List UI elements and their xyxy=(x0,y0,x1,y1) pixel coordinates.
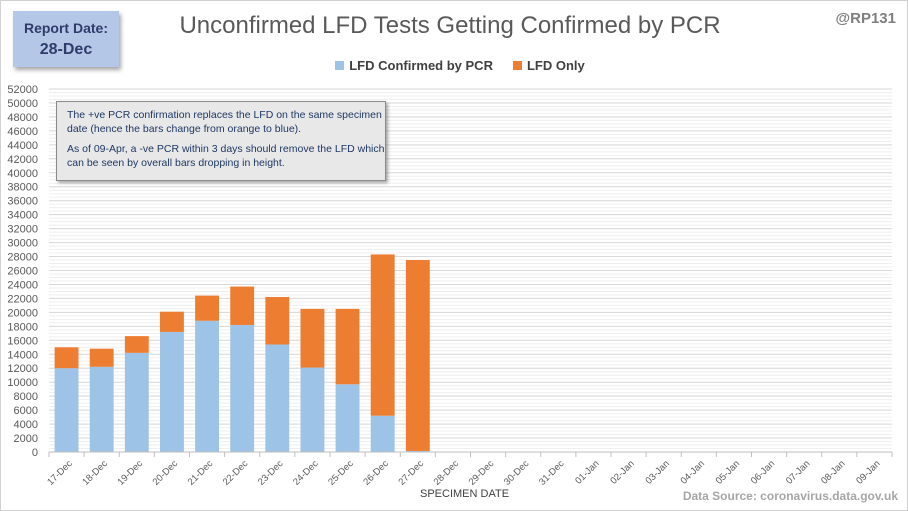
bar-segment-lfd-only xyxy=(54,347,79,369)
y-tick-label: 18000 xyxy=(7,321,38,333)
x-tick-label: 07-Jan xyxy=(784,458,812,486)
x-tick-label: 28-Dec xyxy=(432,458,462,488)
x-tick-label: 04-Jan xyxy=(679,458,707,486)
chart-title: Unconfirmed LFD Tests Getting Confirmed … xyxy=(179,12,721,39)
x-axis: 17-Dec 18-Dec 19-Dec 20-Dec 21-Dec 22-Dec 23-D… xyxy=(45,451,893,488)
legend-label-lfd-only: LFD Only xyxy=(526,58,585,73)
y-tick-label: 2000 xyxy=(14,433,38,445)
y-tick-label: 22000 xyxy=(7,293,38,305)
bar-segment-confirmed xyxy=(124,352,149,452)
y-tick-label: 38000 xyxy=(7,182,38,194)
legend-swatch-confirmed xyxy=(335,61,345,70)
y-tick-label: 36000 xyxy=(7,196,38,208)
x-tick-label: 09-Jan xyxy=(854,458,882,486)
y-tick-label: 44000 xyxy=(7,140,38,152)
bar-segment-lfd-only xyxy=(89,348,114,367)
y-tick-label: 48000 xyxy=(7,112,38,124)
x-tick-label: 23-Dec xyxy=(256,458,286,488)
bar-segment-confirmed xyxy=(195,320,220,452)
x-tick-label: 29-Dec xyxy=(467,458,497,488)
y-tick-label: 4000 xyxy=(14,419,38,431)
bar-segment-confirmed xyxy=(405,450,430,452)
bar-segment-lfd-only xyxy=(265,297,290,345)
x-tick-label: 20-Dec xyxy=(151,458,181,488)
x-tick-label: 31-Dec xyxy=(537,458,567,488)
bar-segment-confirmed xyxy=(230,324,255,452)
bar-segment-confirmed xyxy=(89,366,114,452)
bar-segment-lfd-only xyxy=(159,311,184,332)
x-tick-label: 27-Dec xyxy=(397,458,427,488)
x-tick-label: 30-Dec xyxy=(502,458,532,488)
legend-item-lfd-only: LFD Only xyxy=(512,58,585,73)
bar-segment-lfd-only xyxy=(195,295,220,321)
bar-segment-lfd-only xyxy=(300,308,325,368)
bar-segment-confirmed xyxy=(370,415,395,452)
y-tick-label: 10000 xyxy=(7,377,38,389)
annotation-line-2: As of 09-Apr, a -ve PCR within 3 days sh… xyxy=(67,143,385,169)
y-tick-label: 8000 xyxy=(14,391,38,403)
legend-item-confirmed: LFD Confirmed by PCR xyxy=(335,58,493,73)
x-tick-label: 26-Dec xyxy=(361,458,391,488)
report-date-label: Report Date: xyxy=(23,20,108,36)
y-tick-label: 16000 xyxy=(7,335,38,347)
y-tick-label: 30000 xyxy=(7,238,38,250)
legend: LFD Confirmed by PCR LFD Only xyxy=(300,58,620,73)
bar-segment-lfd-only xyxy=(230,286,255,325)
x-tick-label: 05-Jan xyxy=(714,458,742,486)
data-source: Data Source: coronavirus.data.gov.uk xyxy=(682,489,898,503)
x-tick-label: 21-Dec xyxy=(186,458,216,488)
bar-segment-lfd-only xyxy=(370,254,395,416)
x-tick-label: 18-Dec xyxy=(80,458,110,488)
y-axis-ticks: 0 2000 4000 6000 8000 10000 12000 14000 16000 180… xyxy=(7,84,38,459)
y-tick-label: 14000 xyxy=(7,349,38,361)
bar-segment-confirmed xyxy=(335,384,360,452)
y-tick-label: 46000 xyxy=(7,126,38,138)
bar-segment-confirmed xyxy=(54,368,79,452)
annotation-box: The +ve PCR confirmation replaces the LF… xyxy=(56,101,386,181)
bars xyxy=(54,254,430,452)
x-tick-label: 01-Jan xyxy=(573,458,601,486)
y-tick-label: 40000 xyxy=(7,168,38,180)
x-tick-label: 06-Jan xyxy=(749,458,777,486)
x-tick-label: 19-Dec xyxy=(116,458,146,488)
legend-label-confirmed: LFD Confirmed by PCR xyxy=(349,58,493,73)
y-tick-label: 32000 xyxy=(7,224,38,236)
y-tick-label: 28000 xyxy=(7,252,38,264)
x-tick-label: 02-Jan xyxy=(608,458,636,486)
x-tick-label: 25-Dec xyxy=(326,458,356,488)
y-tick-label: 24000 xyxy=(7,279,38,291)
x-axis-title: SPECIMEN DATE xyxy=(420,488,510,500)
author-handle: @RP131 xyxy=(835,10,897,27)
y-tick-label: 6000 xyxy=(14,405,38,417)
bar-segment-confirmed xyxy=(300,367,325,452)
report-date-value: 28-Dec xyxy=(39,41,93,58)
y-tick-label: 0 xyxy=(32,447,38,459)
y-tick-label: 52000 xyxy=(7,84,38,96)
y-tick-label: 20000 xyxy=(7,307,38,319)
y-tick-label: 12000 xyxy=(7,363,38,375)
x-tick-label: 22-Dec xyxy=(221,458,251,488)
x-tick-label: 24-Dec xyxy=(291,458,321,488)
y-tick-label: 34000 xyxy=(7,210,38,222)
y-tick-label: 42000 xyxy=(7,154,38,166)
x-tick-label: 17-Dec xyxy=(45,458,75,488)
bar-segment-lfd-only xyxy=(124,336,149,353)
bar-segment-lfd-only xyxy=(405,260,430,451)
report-date-box: Report Date: 28-Dec xyxy=(13,11,119,67)
x-tick-label: 08-Jan xyxy=(819,458,847,486)
bar-segment-confirmed xyxy=(159,331,184,452)
bar-segment-confirmed xyxy=(265,344,290,452)
y-tick-label: 26000 xyxy=(7,266,38,278)
x-tick-label: 03-Jan xyxy=(643,458,671,486)
legend-swatch-lfd-only xyxy=(512,61,522,70)
annotation-line-1: The +ve PCR confirmation replaces the LF… xyxy=(67,109,382,135)
y-tick-label: 50000 xyxy=(7,98,38,110)
bar-segment-lfd-only xyxy=(335,308,360,385)
